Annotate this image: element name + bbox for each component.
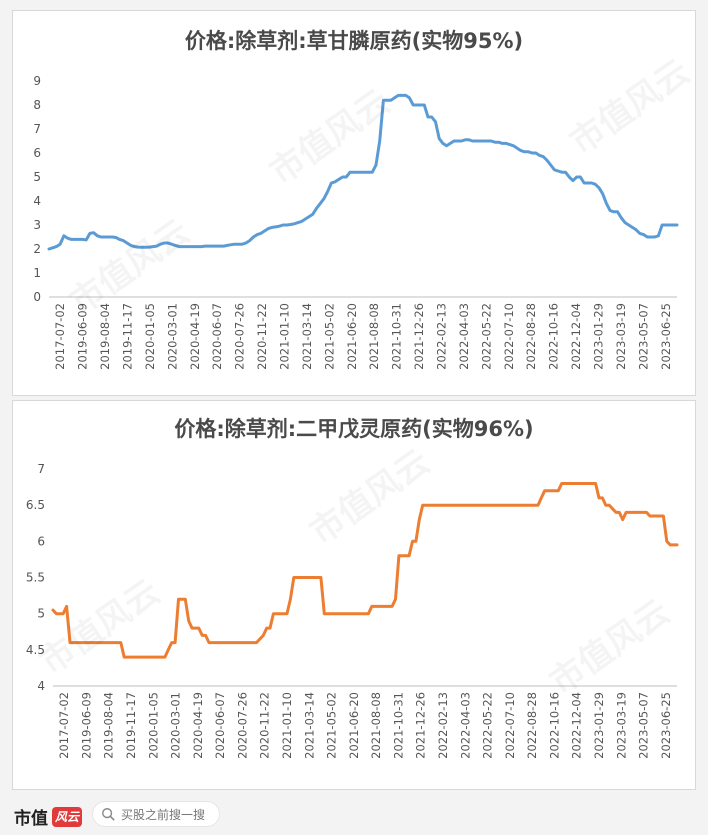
x-tick-label: 2020-07-26 [233,303,247,370]
x-tick-label: 2022-12-04 [569,303,583,370]
x-tick-label: 2017-07-02 [53,303,67,370]
y-tick-label: 8 [33,98,41,112]
x-tick-label: 2021-01-10 [278,303,292,370]
x-tick-label: 2021-03-14 [302,692,316,759]
x-tick-label: 2021-12-26 [414,692,428,759]
x-tick-label: 2020-06-07 [213,692,227,759]
x-tick-label: 2023-03-19 [614,303,628,370]
x-tick-label: 2020-11-22 [258,692,272,759]
x-tick-label: 2020-07-26 [235,692,249,759]
x-tick-label: 2021-10-31 [390,303,404,370]
x-tick-label: 2020-01-05 [146,692,160,759]
x-tick-label: 2021-06-20 [345,303,359,370]
x-tick-label: 2022-12-04 [570,692,584,759]
chart-panel-pendimethalin: 价格:除草剂:二甲戊灵原药(实物96%) 4 4.5 5 5.5 6 6.5 7 2017-0… [12,400,696,790]
x-tick-label: 2019-06-09 [76,303,90,370]
x-tick-label: 2023-01-29 [592,303,606,370]
x-tick-label: 2020-03-01 [169,692,183,759]
x-tick-label: 2022-10-16 [547,692,561,759]
search-placeholder: 买股之前搜一搜 [121,807,206,822]
x-tick-label: 2020-04-19 [188,303,202,370]
x-tick-label: 2021-06-20 [347,692,361,759]
chart-panel-glyphosate: 价格:除草剂:草甘膦原药(实物95%) 0 1 2 3 4 5 6 7 8 9 2017-07-02… [12,10,696,396]
x-tick-label: 2022-04-03 [457,303,471,370]
y-tick-label: 5 [33,170,41,184]
x-tick-label: 2019-08-04 [98,303,112,370]
y-tick-label: 6.5 [26,498,45,512]
y-tick-label: 1 [33,266,41,280]
x-tick-label: 2017-07-02 [57,692,71,759]
x-tick-label: 2019-06-09 [79,692,93,759]
x-tick-label: 2023-06-25 [659,303,673,370]
brand-logo: 风云 [52,806,82,827]
brand[interactable]: 市值 风云 [14,804,82,829]
line-chart-glyphosate: 0 1 2 3 4 5 6 7 8 9 2017-07-02 2019-06-09 2019-08-04… [33,74,679,370]
y-tick-label: 3 [33,218,41,232]
x-tick-label: 2022-04-03 [458,692,472,759]
x-tick-label: 2020-06-07 [210,303,224,370]
x-tick-label: 2023-05-07 [637,692,651,759]
chart-title: 价格:除草剂:二甲戊灵原药(实物96%) [174,417,534,441]
x-tick-label: 2020-11-22 [255,303,269,370]
x-tick-label: 2019-08-04 [102,692,116,759]
series-line [47,93,679,251]
y-tick-label: 0 [33,290,41,304]
chart-title: 价格:除草剂:草甘膦原药(实物95%) [184,29,524,53]
x-tick-label: 2019-11-17 [124,692,138,759]
series-line [51,482,679,659]
x-tick-label: 2020-03-01 [165,303,179,370]
x-tick-label: 2022-07-10 [503,692,517,759]
y-tick-label: 7 [37,462,45,476]
x-tick-label: 2022-10-16 [547,303,561,370]
x-tick-label: 2022-02-13 [436,692,450,759]
y-tick-label: 4 [33,194,41,208]
x-tick-label: 2023-03-19 [614,692,628,759]
y-tick-label: 5 [37,607,45,621]
search-box[interactable]: 买股之前搜一搜 [92,801,220,827]
line-chart-pendimethalin: 4 4.5 5 5.5 6 6.5 7 2017-07-02 2019-06-09 2019-08… [26,462,679,759]
x-tick-label: 2022-08-28 [524,303,538,370]
x-tick-label: 2022-08-28 [525,692,539,759]
y-tick-label: 9 [33,74,41,88]
x-tick-label: 2021-08-08 [367,303,381,370]
x-tick-label: 2021-03-14 [300,303,314,370]
x-tick-label: 2022-07-10 [502,303,516,370]
x-tick-label: 2022-02-13 [435,303,449,370]
y-tick-label: 7 [33,122,41,136]
x-tick-label: 2021-12-26 [412,303,426,370]
x-tick-label: 2022-05-22 [481,692,495,759]
brand-name: 市值 [14,809,48,829]
x-tick-label: 2021-05-02 [322,303,336,370]
x-tick-label: 2022-05-22 [479,303,493,370]
x-tick-label: 2021-01-10 [280,692,294,759]
x-tick-label: 2020-04-19 [191,692,205,759]
x-tick-label: 2023-05-07 [636,303,650,370]
x-tick-label: 2021-10-31 [391,692,405,759]
y-tick-label: 6 [33,146,41,160]
x-tick-label: 2020-01-05 [143,303,157,370]
y-tick-label: 4 [37,679,45,693]
y-tick-label: 4.5 [26,643,45,657]
y-tick-label: 6 [37,534,45,548]
x-tick-label: 2021-08-08 [369,692,383,759]
x-tick-label: 2021-05-02 [325,692,339,759]
x-tick-label: 2019-11-17 [121,303,135,370]
x-tick-label: 2023-06-25 [659,692,673,759]
search-icon [102,808,115,821]
x-tick-label: 2023-01-29 [592,692,606,759]
footer-bar: 市值 风云 买股之前搜一搜 [0,795,708,835]
y-tick-label: 5.5 [26,571,45,585]
y-tick-label: 2 [33,242,41,256]
